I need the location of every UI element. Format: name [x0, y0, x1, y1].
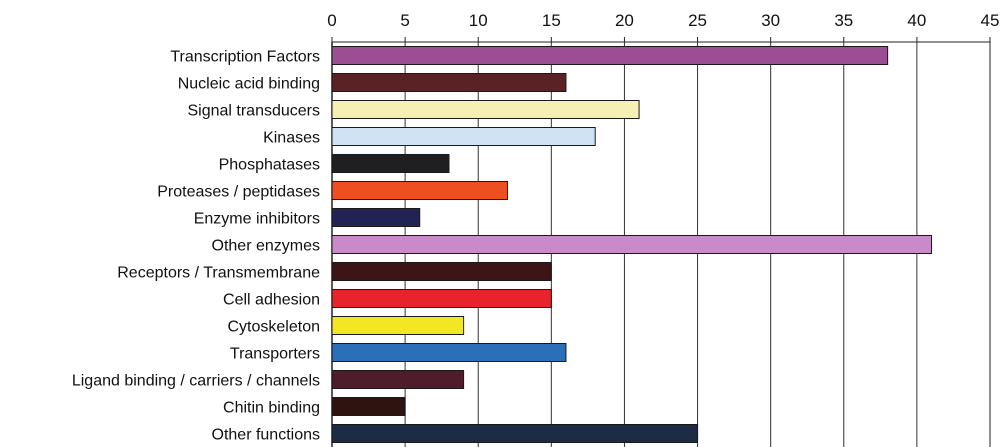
- bar-other-functions: [331, 424, 699, 443]
- category-label: Cytoskeleton: [228, 319, 321, 336]
- x-tick-label: 15: [542, 11, 561, 30]
- bar-proteases-peptidases: [331, 181, 508, 200]
- x-tick-label: 5: [400, 11, 409, 30]
- x-tick-label: 20: [615, 11, 634, 30]
- category-label: Receptors / Transmembrane: [117, 265, 320, 282]
- bar-signal-transducers: [331, 100, 640, 119]
- category-label: Kinases: [263, 130, 320, 147]
- category-label: Cell adhesion: [223, 292, 320, 309]
- category-label: Phosphatases: [219, 157, 320, 174]
- bar-kinases: [331, 127, 596, 146]
- bar-transcription-factors: [331, 46, 889, 65]
- category-labels: Transcription Factors Nucleic acid bindin…: [72, 49, 320, 444]
- category-label: Nucleic acid binding: [178, 76, 320, 93]
- bar-ligand-binding-carriers-channels: [331, 370, 465, 389]
- bar-cell-adhesion: [331, 289, 552, 308]
- category-label: Proteases / peptidases: [157, 184, 320, 201]
- bar-transporters: [331, 343, 567, 362]
- bar-phosphatases: [331, 154, 450, 173]
- category-label: Ligand binding / carriers / channels: [72, 373, 320, 390]
- x-tick-label: 0: [327, 11, 336, 30]
- bar-cytoskeleton: [331, 316, 465, 335]
- bar-nucleic-acid-binding: [331, 73, 567, 92]
- x-tick-label: 25: [688, 11, 707, 30]
- x-tick-label: 45: [981, 11, 1000, 30]
- category-label: Other functions: [212, 427, 321, 444]
- x-tick-label: 40: [907, 11, 926, 30]
- category-label: Transporters: [230, 346, 320, 363]
- category-label: Enzyme inhibitors: [194, 211, 320, 228]
- bar-enzyme-inhibitors: [331, 208, 421, 227]
- bar-other-enzymes: [331, 235, 933, 254]
- bar-layer: [331, 46, 933, 443]
- category-label: Chitin binding: [223, 400, 320, 417]
- x-tick-label: 30: [761, 11, 780, 30]
- category-label: Transcription Factors: [170, 49, 320, 66]
- bar-chitin-binding: [331, 397, 406, 416]
- x-tick-label: 10: [469, 11, 488, 30]
- category-label: Signal transducers: [187, 103, 320, 120]
- category-label: Other enzymes: [212, 238, 320, 255]
- bar-receptors-transmembrane: [331, 262, 552, 281]
- x-tick-labels: 0 5 10 15 20 25 30 35 40 45: [327, 11, 999, 30]
- x-tick-label: 35: [834, 11, 853, 30]
